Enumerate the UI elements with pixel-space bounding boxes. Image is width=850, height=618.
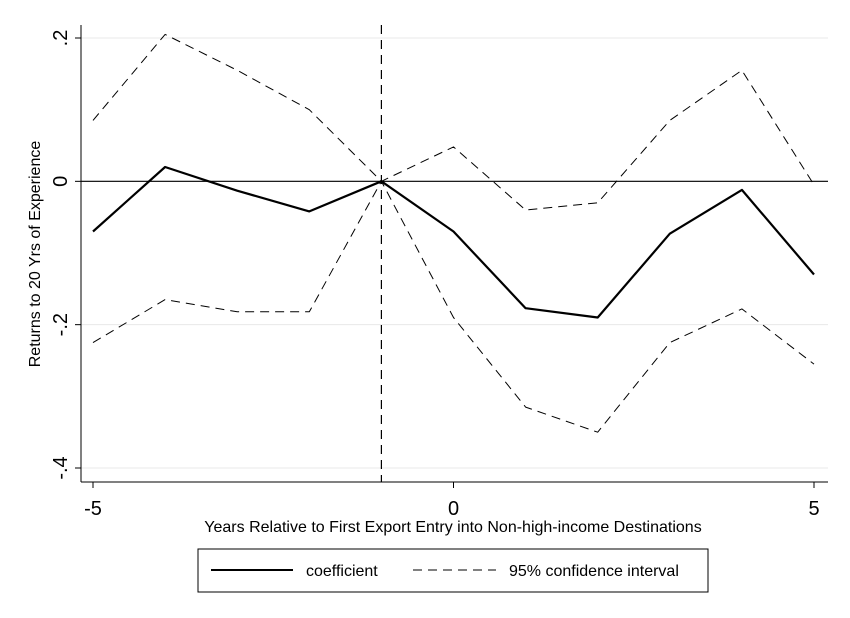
- series-line-ci-upper: [92, 33, 815, 211]
- y-axis-title: Returns to 20 Yrs of Experience: [27, 141, 44, 368]
- axes: -.4 -.2 0 .2 -5 0 5: [50, 25, 828, 520]
- y-tick-label-2: 0: [50, 176, 72, 187]
- y-tick-label-0: -.4: [50, 456, 72, 479]
- series-line-ci-lower: [92, 180, 815, 433]
- y-tick-label-3: .2: [50, 30, 72, 47]
- series-lines: [92, 33, 815, 433]
- y-tick-label-1: -.2: [50, 313, 72, 336]
- x-tick-label-2: 5: [808, 498, 819, 520]
- x-tick-label-1: 0: [448, 498, 459, 520]
- legend: coefficient 95% confidence interval: [197, 548, 709, 593]
- x-tick-label-0: -5: [84, 498, 102, 520]
- legend-label-confidence-interval: 95% confidence interval: [509, 563, 679, 580]
- legend-label-coefficient: coefficient: [306, 563, 378, 580]
- x-axis-title: Years Relative to First Export Entry int…: [204, 519, 701, 536]
- series-line-coefficient: [92, 165, 815, 319]
